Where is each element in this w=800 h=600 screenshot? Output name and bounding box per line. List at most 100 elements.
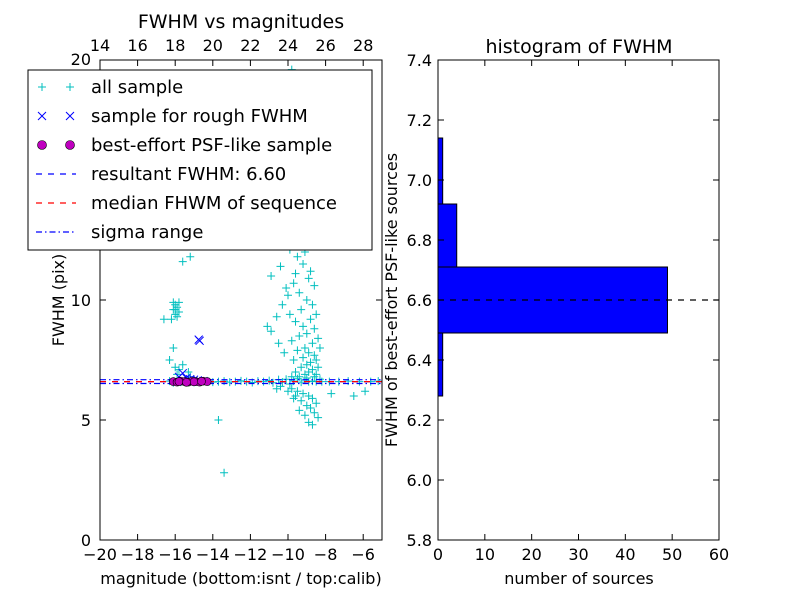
legend-label-rough-sample: sample for rough FWHM: [91, 106, 308, 127]
all-sample-point: [308, 339, 317, 348]
all-sample-point: [297, 396, 306, 405]
legend-box: [27, 69, 373, 251]
all-sample-point: [272, 384, 281, 393]
all-sample-point: [295, 332, 304, 340]
all-sample-point: [314, 413, 323, 422]
all-sample-point: [285, 310, 294, 319]
all-sample-point: [306, 315, 315, 324]
histogram-y-axis-label: FWHM of best-effort PSF-like sources: [382, 153, 401, 447]
histogram-x-tick-label: 60: [709, 545, 729, 564]
legend-circle-icon: [37, 140, 47, 150]
all-sample-point: [308, 300, 317, 309]
all-sample-point: [299, 322, 308, 331]
all-sample-point: [302, 296, 311, 304]
scatter-top-tick-label: 28: [353, 36, 373, 55]
all-sample-point: [308, 394, 317, 403]
all-sample-point: [186, 252, 195, 261]
all-sample-point: [302, 360, 311, 369]
psf-sample-point: [189, 377, 199, 387]
all-sample-point: [315, 344, 324, 352]
all-sample-point: [278, 300, 287, 309]
all-sample-point: [314, 334, 323, 343]
scatter-axis-ticks: −20 −18 −16 −14 −12 −10 −8 −6 0 5 10 14 16 18 20 22 24 26…: [71, 36, 382, 564]
legend-plus-icon: [66, 83, 74, 91]
all-sample-point: [327, 389, 336, 398]
all-sample-point: [291, 368, 300, 376]
legend-x-icon: [37, 111, 47, 121]
all-sample-point: [312, 399, 321, 408]
all-sample-point: [272, 312, 281, 321]
histogram-y-tick-label: 5.8: [407, 531, 432, 550]
legend-label-psf-sample: best-effort PSF-like sample: [91, 135, 332, 156]
all-sample-point: [304, 274, 313, 283]
scatter-x-tick-label: −10: [271, 545, 305, 564]
all-sample-point: [302, 374, 311, 382]
all-sample-point: [184, 368, 193, 376]
scatter-top-tick-label: 22: [240, 36, 260, 55]
all-sample-point: [169, 344, 178, 352]
all-sample-point: [300, 411, 309, 420]
all-sample-point: [214, 416, 223, 424]
scatter-top-tick-label: 18: [165, 36, 185, 55]
all-sample-point: [293, 387, 302, 396]
histogram-y-tick-label: 7.0: [407, 171, 432, 190]
all-sample-point: [312, 356, 321, 364]
all-sample-point: [304, 348, 313, 357]
all-sample-point: [237, 376, 245, 385]
all-sample-point: [306, 267, 315, 276]
all-sample-point: [314, 363, 323, 372]
histogram-bar: [437, 137, 444, 205]
histogram-y-tick-label: 6.4: [407, 351, 432, 370]
all-sample-point: [297, 378, 306, 387]
histogram-y-tick-label: 6.8: [407, 231, 432, 250]
histogram-x-tick-label: 50: [662, 545, 682, 564]
scatter-x-tick-label: −20: [83, 545, 117, 564]
histogram-y-tick-label: 6.0: [407, 471, 432, 490]
legend-plus-icon: [38, 83, 46, 91]
all-sample-point: [299, 353, 308, 362]
all-sample-point: [284, 291, 292, 300]
all-sample-point: [310, 281, 319, 290]
all-sample-point: [289, 394, 298, 403]
all-sample-point: [268, 378, 277, 387]
scatter-y-tick-label: 5: [81, 411, 91, 430]
scatter-title: FWHM vs magnitudes: [138, 11, 344, 33]
all-sample-point: [299, 260, 308, 268]
all-sample-point: [263, 322, 272, 331]
all-sample-point: [300, 344, 309, 352]
all-sample-point: [167, 315, 176, 324]
all-sample-point: [174, 298, 183, 307]
histogram-x-tick-label: 0: [433, 545, 443, 564]
all-sample-point: [289, 279, 298, 288]
all-sample-point: [274, 339, 283, 348]
histogram-y-tick-label: 7.2: [407, 111, 432, 130]
scatter-panel: −20 −18 −16 −14 −12 −10 −8 −6 0 5 10 14 16 18 20 22 24 26…: [27, 11, 383, 588]
histogram-x-tick-label: 20: [521, 545, 541, 564]
all-sample-point: [295, 288, 304, 297]
all-sample-point: [302, 329, 311, 338]
all-sample-point: [295, 406, 304, 415]
all-sample-point: [310, 351, 319, 360]
histogram-x-tick-label: 30: [568, 545, 588, 564]
all-sample-point: [310, 408, 319, 417]
scatter-x-tick-label: −6: [351, 545, 375, 564]
all-sample-point: [276, 262, 285, 271]
scatter-x-tick-label: −16: [158, 545, 192, 564]
scatter-top-tick-label: 26: [315, 36, 335, 55]
all-sample-point: [287, 336, 296, 345]
legend-label-sigma-range: sigma range: [91, 222, 203, 243]
all-sample-point: [306, 404, 315, 412]
scatter-y-tick-label: 0: [81, 531, 91, 550]
scatter-top-left-label: 20: [71, 50, 91, 69]
all-sample-point: [291, 317, 300, 326]
psf-sample-point: [197, 377, 206, 386]
histogram-y-tick-label: 6.2: [407, 411, 432, 430]
scatter-top-tick-label: 20: [203, 36, 223, 55]
all-sample-point: [280, 348, 289, 357]
all-sample-point: [312, 310, 321, 319]
scatter-top-tick-label: 14: [90, 36, 110, 55]
all-sample-point: [289, 356, 298, 364]
all-sample-point: [308, 420, 317, 429]
scatter-x-tick-label: −8: [314, 545, 338, 564]
